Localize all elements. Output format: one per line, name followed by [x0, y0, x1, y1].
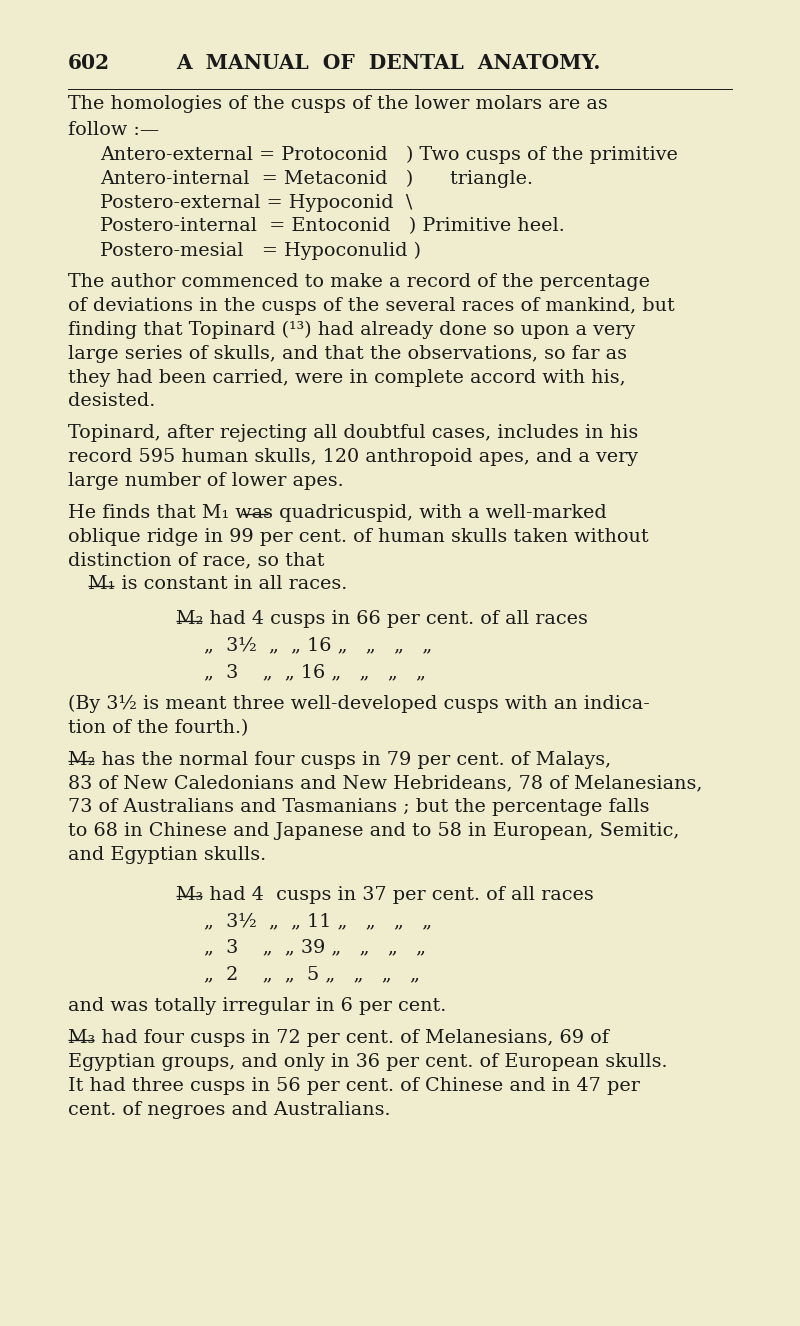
Text: „  3    „  „ 39 „   „   „   „: „ 3 „ „ 39 „ „ „ „ [204, 939, 426, 957]
Text: Antero-internal  = Metaconid   )      triangle.: Antero-internal = Metaconid ) triangle. [100, 170, 533, 188]
Text: distinction of race, so that: distinction of race, so that [68, 552, 325, 570]
Text: The homologies of the cusps of the lower molars are as: The homologies of the cusps of the lower… [68, 95, 608, 114]
Text: follow :—: follow :— [68, 121, 159, 139]
Text: „  3    „  „ 16 „   „   „   „: „ 3 „ „ 16 „ „ „ „ [204, 663, 426, 682]
Text: 83 of New Caledonians and New Hebrideans, 78 of Melanesians,: 83 of New Caledonians and New Hebrideans… [68, 774, 702, 793]
Text: tion of the fourth.): tion of the fourth.) [68, 719, 248, 737]
Text: M₃ had four cusps in 72 per cent. of Melanesians, 69 of: M₃ had four cusps in 72 per cent. of Mel… [68, 1029, 609, 1048]
Text: large number of lower apes.: large number of lower apes. [68, 472, 344, 491]
Text: large series of skulls, and that the observations, so far as: large series of skulls, and that the obs… [68, 345, 627, 363]
Text: Postero-internal  = Entoconid   ) Primitive heel.: Postero-internal = Entoconid ) Primitive… [100, 217, 565, 236]
Text: oblique ridge in 99 per cent. of human skulls taken without: oblique ridge in 99 per cent. of human s… [68, 528, 649, 546]
Text: and was totally irregular in 6 per cent.: and was totally irregular in 6 per cent. [68, 997, 446, 1016]
Text: 73 of Australians and Tasmanians ; but the percentage falls: 73 of Australians and Tasmanians ; but t… [68, 798, 650, 817]
Text: to 68 in Chinese and Japanese and to 58 in European, Semitic,: to 68 in Chinese and Japanese and to 58 … [68, 822, 679, 841]
Text: desisted.: desisted. [68, 392, 155, 411]
Text: „  2    „  „  5 „   „   „   „: „ 2 „ „ 5 „ „ „ „ [204, 965, 420, 984]
Text: „  3½  „  „ 11 „   „   „   „: „ 3½ „ „ 11 „ „ „ „ [204, 912, 432, 931]
Text: Postero-mesial   = Hypoconulid ): Postero-mesial = Hypoconulid ) [100, 241, 421, 260]
Text: Topinard, after rejecting all doubtful cases, includes in his: Topinard, after rejecting all doubtful c… [68, 424, 638, 443]
Text: A  MANUAL  OF  DENTAL  ANATOMY.: A MANUAL OF DENTAL ANATOMY. [176, 53, 600, 73]
Text: It had three cusps in 56 per cent. of Chinese and in 47 per: It had three cusps in 56 per cent. of Ch… [68, 1077, 640, 1095]
Text: and Egyptian skulls.: and Egyptian skulls. [68, 846, 266, 865]
Text: „  3½  „  „ 16 „   „   „   „: „ 3½ „ „ 16 „ „ „ „ [204, 636, 432, 655]
Text: finding that Topinard (¹³) had already done so upon a very: finding that Topinard (¹³) had already d… [68, 321, 635, 339]
Text: The author commenced to make a record of the percentage: The author commenced to make a record of… [68, 273, 650, 292]
Text: He finds that M₁ was quadricuspid, with a well-marked: He finds that M₁ was quadricuspid, with … [68, 504, 606, 522]
Text: M₁ is constant in all races.: M₁ is constant in all races. [88, 575, 347, 594]
Text: Egyptian groups, and only in 36 per cent. of European skulls.: Egyptian groups, and only in 36 per cent… [68, 1053, 667, 1071]
Text: Postero-external = Hypoconid  \: Postero-external = Hypoconid \ [100, 194, 412, 212]
Text: Antero-external = Protoconid   ) Two cusps of the primitive: Antero-external = Protoconid ) Two cusps… [100, 146, 678, 164]
Text: record 595 human skulls, 120 anthropoid apes, and a very: record 595 human skulls, 120 anthropoid … [68, 448, 638, 467]
Text: of deviations in the cusps of the several races of mankind, but: of deviations in the cusps of the severa… [68, 297, 674, 316]
Text: M₂ has the normal four cusps in 79 per cent. of Malays,: M₂ has the normal four cusps in 79 per c… [68, 751, 611, 769]
Text: cent. of negroes and Australians.: cent. of negroes and Australians. [68, 1101, 390, 1119]
Text: M₃ had 4  cusps in 37 per cent. of all races: M₃ had 4 cusps in 37 per cent. of all ra… [176, 886, 594, 904]
Text: 602: 602 [68, 53, 110, 73]
Text: (By 3½ is meant three well-developed cusps with an indica-: (By 3½ is meant three well-developed cus… [68, 695, 650, 713]
Text: M₂ had 4 cusps in 66 per cent. of all races: M₂ had 4 cusps in 66 per cent. of all ra… [176, 610, 588, 629]
Text: they had been carried, were in complete accord with his,: they had been carried, were in complete … [68, 369, 626, 387]
